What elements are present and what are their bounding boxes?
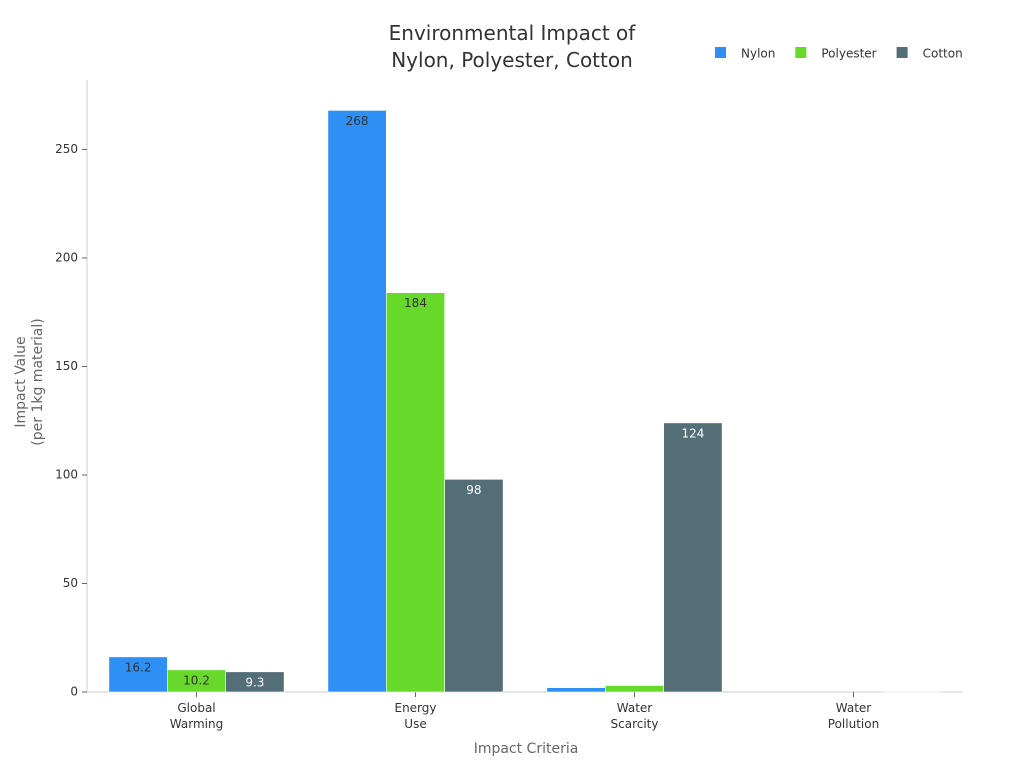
legend-label: Nylon [741, 47, 775, 61]
data-label: 16.2 [125, 660, 152, 674]
x-tick-label: Water Pollution [827, 701, 880, 731]
x-axis-label: Impact Criteria [473, 741, 579, 757]
data-label: 9.3 [245, 675, 264, 689]
bar [444, 479, 504, 693]
legend-swatch [896, 47, 908, 58]
y-tick-label: 0 [70, 685, 78, 699]
y-tick-label: 150 [55, 359, 78, 373]
legend-swatch [715, 47, 726, 58]
x-tick-label: Energy Use [394, 701, 437, 731]
x-tick-label: Water Scarcity [610, 701, 659, 731]
data-label: 268 [346, 114, 369, 128]
legend-swatch [795, 47, 807, 58]
bar [327, 110, 387, 693]
y-tick-label: 50 [63, 576, 78, 590]
x-tick-label: Global Warming [169, 701, 224, 731]
y-tick-label: 100 [55, 467, 78, 481]
y-tick-label: 200 [55, 250, 78, 264]
bar [663, 422, 723, 693]
legend-label: Polyester [821, 47, 876, 61]
bar [604, 685, 664, 693]
bar [225, 671, 285, 693]
data-label: 10.2 [183, 673, 210, 687]
y-tick-label: 250 [55, 142, 78, 156]
legend-label: Cotton [923, 47, 963, 61]
bar [882, 691, 942, 693]
data-label: 124 [681, 426, 704, 440]
data-label: 98 [466, 483, 481, 497]
bar [546, 687, 606, 693]
data-label: 184 [404, 296, 427, 310]
chart-title: Environmental Impact of Nylon, Polyester… [388, 21, 636, 72]
y-axis-label: Impact Value (per 1kg material) [13, 318, 46, 446]
bar [385, 292, 445, 693]
